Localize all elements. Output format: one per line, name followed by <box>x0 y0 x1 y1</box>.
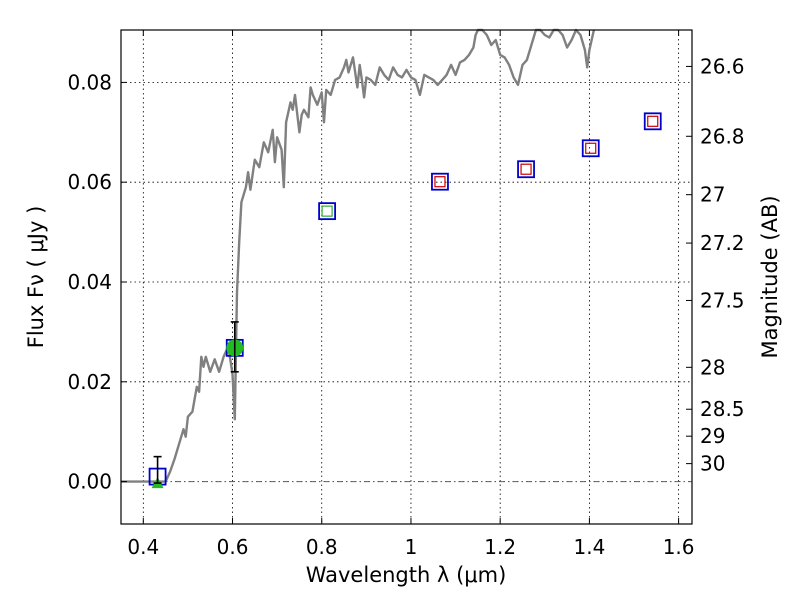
y-tick-label: 0.02 <box>67 370 112 394</box>
model-spectrum <box>121 28 596 483</box>
plot-frame <box>120 29 693 525</box>
photometry-points <box>148 112 662 489</box>
y-axis-ticks: 0.00 0.02 0.04 0.06 0.08 <box>67 70 127 494</box>
y2-tick-label: 27.2 <box>700 231 745 255</box>
model-flux-square <box>434 176 446 188</box>
photometry-square <box>643 112 662 131</box>
photometry-square <box>517 160 535 179</box>
x-tick-label: 1.4 <box>573 535 605 559</box>
y-tick-label: 0.06 <box>67 170 112 194</box>
spectrum-line <box>121 28 596 483</box>
photometry-square <box>318 202 336 221</box>
y2-tick-label: 26.8 <box>700 124 745 148</box>
x-tick-label: 0.8 <box>306 535 338 559</box>
x-tick-label: 1.6 <box>663 535 695 559</box>
grid <box>121 30 692 524</box>
x-tick-label: 0.6 <box>217 535 249 559</box>
y2-tick-label: 27.5 <box>700 288 745 312</box>
y2-tick-label: 29 <box>700 424 725 448</box>
y-tick-label: 0.00 <box>67 470 112 494</box>
y2-axis-ticks: 26.6 26.8 27 27.2 27.5 28 28.5 29 30 <box>686 54 745 476</box>
model-flux-square <box>520 163 532 175</box>
y2-tick-label: 28 <box>700 355 725 379</box>
model-flux-square <box>647 115 659 127</box>
model-flux-square <box>585 142 597 154</box>
y-axis-title: Flux Fν ( μJy ) <box>24 206 48 349</box>
y2-tick-label: 30 <box>700 452 725 476</box>
x-axis-title: Wavelength λ (μm) <box>306 563 507 587</box>
y-tick-label: 0.08 <box>67 70 112 94</box>
x-tick-label: 1 <box>405 535 418 559</box>
x-tick-label: 1.2 <box>484 535 516 559</box>
y2-tick-label: 26.6 <box>700 54 745 78</box>
photometry-square <box>581 139 600 158</box>
error-bars <box>153 321 239 484</box>
y2-axis-title: Magnitude (AB) <box>758 195 782 358</box>
x-axis-ticks: 0.4 0.6 0.8 1 1.2 1.4 1.6 <box>127 30 695 559</box>
y2-tick-label: 27 <box>700 183 725 207</box>
y2-tick-label: 28.5 <box>700 397 745 421</box>
y-tick-label: 0.04 <box>67 270 112 294</box>
model-flux-square <box>321 205 333 217</box>
x-tick-label: 0.4 <box>127 535 159 559</box>
photometry-square <box>431 172 449 191</box>
